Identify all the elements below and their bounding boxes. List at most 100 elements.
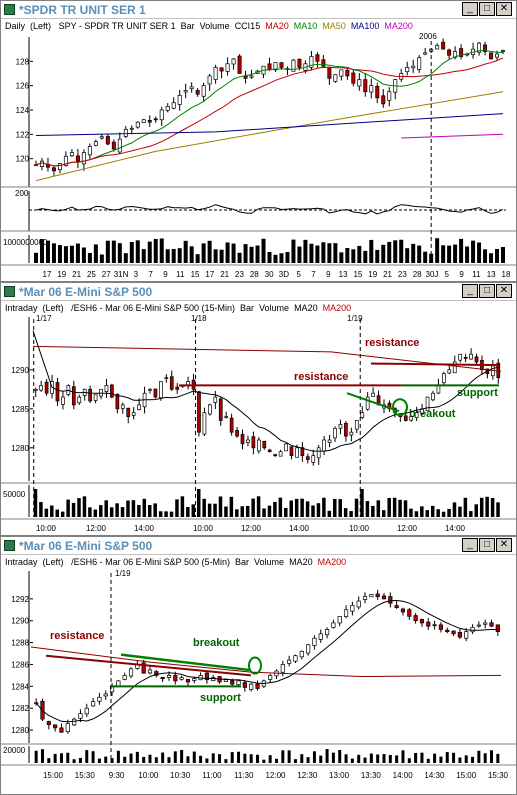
candle xyxy=(381,595,387,600)
candle xyxy=(375,593,380,598)
candle xyxy=(278,451,283,457)
volume-bar xyxy=(171,249,176,263)
volume-bar xyxy=(196,489,201,517)
x-tick-label: 28 xyxy=(250,270,259,279)
candle xyxy=(242,682,247,688)
legend-item: MA200 xyxy=(317,557,347,567)
candle xyxy=(72,718,77,726)
minimize-button[interactable]: _ xyxy=(462,284,478,298)
candle xyxy=(457,631,462,638)
candle xyxy=(137,404,141,410)
legend-item: MA20 xyxy=(289,557,313,567)
volume-bar xyxy=(45,240,50,263)
maximize-button[interactable]: □ xyxy=(479,538,495,552)
x-tick-label: 23 xyxy=(398,270,407,279)
candle xyxy=(192,678,197,681)
x-tick-label: 19 xyxy=(368,270,377,279)
x-tick-label: 7 xyxy=(148,270,153,279)
volume-bar xyxy=(417,245,422,263)
breakout-circle xyxy=(392,398,408,417)
y-tick-label: 1280 xyxy=(11,444,29,453)
volume-bar xyxy=(376,500,381,517)
volume-bar xyxy=(354,498,359,517)
volume-bar xyxy=(293,759,297,763)
x-tick-label: 15:00 xyxy=(43,771,64,780)
candle xyxy=(117,138,122,153)
volume-bar xyxy=(44,508,49,517)
volume-bar xyxy=(338,749,342,763)
volume-bar xyxy=(154,757,158,763)
volume-bar xyxy=(237,252,242,263)
close-button[interactable]: ✕ xyxy=(496,2,512,16)
volume-bar xyxy=(297,246,302,263)
volume-bar xyxy=(104,500,108,517)
candle xyxy=(39,385,44,391)
maximize-button[interactable]: □ xyxy=(479,2,495,16)
candle xyxy=(195,90,200,95)
minimize-button[interactable]: _ xyxy=(462,538,478,552)
x-tick-label: 13:00 xyxy=(329,771,350,780)
volume-bar xyxy=(279,253,284,263)
title-bar[interactable]: *Mar 06 E-Mini S&P 500 _ □ ✕ xyxy=(1,283,516,301)
volume-bar xyxy=(387,241,392,263)
y-tick-label: 1292 xyxy=(11,595,29,604)
legend-item: Bar xyxy=(234,557,249,567)
intraday-5min-chart: 20000 1/19 resistance breakout support 1… xyxy=(1,569,516,780)
candle xyxy=(235,430,239,437)
candle xyxy=(122,675,127,680)
volume-bar xyxy=(60,511,65,517)
volume-bar xyxy=(495,248,500,263)
candle xyxy=(333,74,338,82)
volume-bar xyxy=(231,243,236,263)
close-button[interactable]: ✕ xyxy=(496,284,512,298)
volume-bar xyxy=(423,251,428,263)
volume-bar xyxy=(77,498,81,517)
candle xyxy=(299,650,304,658)
intraday-5min-plot-layer: 1280 1282 1284 1286 1288 1290 1292 15:00 15:30 9:… xyxy=(11,573,509,780)
volume-bar xyxy=(501,246,506,263)
volume-bar xyxy=(261,238,266,263)
volume-bar xyxy=(311,505,315,517)
volume-bar xyxy=(245,505,250,517)
ma100-line xyxy=(35,113,504,136)
volume-bar xyxy=(464,755,468,763)
volume-bar xyxy=(441,511,446,517)
candle xyxy=(202,412,207,435)
y-tick-label: 128 xyxy=(16,57,30,66)
volume-bar xyxy=(331,752,335,763)
volume-bar xyxy=(34,750,38,763)
x-tick-label: 15:30 xyxy=(75,771,96,780)
volume-axis-label: 1000000000 xyxy=(3,238,48,247)
title-bar[interactable]: *SPDR TR UNIT SER 1 _ □ ✕ xyxy=(1,1,516,19)
candle xyxy=(166,675,172,678)
volume-bar xyxy=(371,505,375,517)
title-bar[interactable]: *Mar 06 E-Mini S&P 500 _ □ ✕ xyxy=(1,537,516,555)
volume-bar xyxy=(287,750,291,763)
candle xyxy=(115,394,120,410)
x-tick-label: 15 xyxy=(353,270,362,279)
candle xyxy=(55,382,60,402)
candle xyxy=(78,713,83,719)
candle xyxy=(309,56,314,68)
x-tick-label: 10:00 xyxy=(349,524,370,533)
close-button[interactable]: ✕ xyxy=(496,538,512,552)
volume-bar xyxy=(63,246,68,263)
minimize-button[interactable]: _ xyxy=(462,2,478,16)
candle xyxy=(293,655,298,662)
volume-bar xyxy=(141,249,146,263)
candle xyxy=(249,683,254,690)
candle xyxy=(267,63,272,71)
year-annotation: 2006 xyxy=(419,32,437,41)
candle xyxy=(69,152,74,157)
candle xyxy=(289,446,294,456)
volume-bar xyxy=(158,511,163,517)
volume-bar xyxy=(435,238,440,263)
maximize-button[interactable]: □ xyxy=(479,284,495,298)
candle xyxy=(413,615,418,622)
candle xyxy=(452,361,457,374)
volume-bar xyxy=(66,752,70,763)
candle xyxy=(207,75,212,85)
candle xyxy=(230,680,235,685)
candle xyxy=(360,412,365,418)
legend-item: (Left) xyxy=(42,303,64,313)
